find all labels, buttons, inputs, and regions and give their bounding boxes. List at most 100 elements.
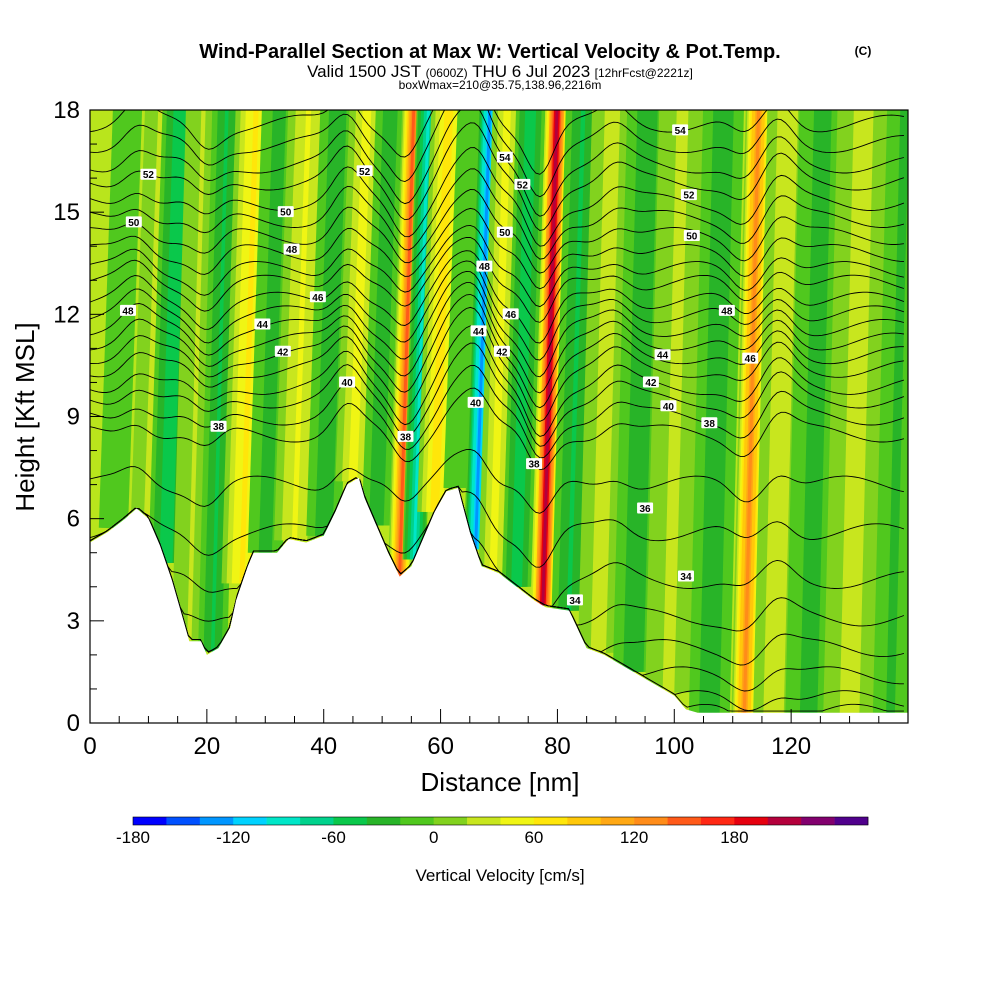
contour-label-box <box>470 325 487 337</box>
colorbar-swatch <box>767 817 802 825</box>
contour-label-text: 52 <box>683 191 695 202</box>
colorbar-swatch <box>366 817 401 825</box>
theta-contour-line <box>90 293 904 409</box>
colorbar-title: Vertical Velocity [cm/s] <box>415 866 584 885</box>
contour-label-box <box>254 318 271 330</box>
plot-area: 52 50 48 38 44 42 50 48 46 40 52 38 54 52 50 48 46 44 42 40… <box>90 110 908 723</box>
colorbar: -180 -120 -60 0 60 120 180 <box>116 816 869 847</box>
contour-label-box <box>339 376 356 388</box>
y-tick-label: 0 <box>67 710 80 737</box>
contour-label-text: 52 <box>143 170 155 181</box>
colorbar-swatch <box>433 817 468 825</box>
theta-contour-line <box>90 477 905 568</box>
vertical-velocity-band <box>805 110 826 713</box>
contour-label-text: 38 <box>213 422 225 433</box>
subtitle-forecast-info: [12hrFcst@2221z] <box>595 66 693 80</box>
contour-label-text: 48 <box>286 245 298 256</box>
theta-contour-line <box>90 207 904 290</box>
contour-label-text: 52 <box>359 167 371 178</box>
contour-label: 38 <box>701 417 718 430</box>
x-tick-label: 0 <box>83 733 96 760</box>
contour-label-box <box>502 308 519 320</box>
vertical-velocity-band <box>187 110 206 642</box>
contour-label-text: 54 <box>499 153 511 164</box>
contour-label-box <box>496 151 513 163</box>
contour-label-text: 34 <box>680 572 692 583</box>
x-tick-label: 80 <box>544 733 571 760</box>
theta-contour-line <box>90 260 905 361</box>
vertical-velocity-band <box>888 110 907 713</box>
vertical-velocity-band <box>630 110 651 672</box>
contour-label-box <box>274 345 291 357</box>
contour-label-box <box>467 396 484 408</box>
x-axis-title: Distance [nm] <box>421 767 580 797</box>
contour-label-box <box>683 230 700 242</box>
x-tick-label: 20 <box>194 733 221 760</box>
contour-label-box <box>654 349 671 361</box>
vertical-velocity-band <box>771 110 791 713</box>
subtitle-utc-time: (0600Z) <box>426 66 468 80</box>
x-tick-label: 120 <box>771 733 811 760</box>
colorbar-tick-label: -180 <box>116 828 150 847</box>
contour-label-text: 44 <box>473 327 485 338</box>
contour-label-text: 34 <box>569 596 581 607</box>
contour-label-box <box>637 502 654 514</box>
contour-label-box <box>119 304 136 316</box>
colorbar-swatch <box>734 817 769 825</box>
vertical-velocity-band <box>111 110 130 528</box>
vertical-velocity-cell <box>478 110 522 571</box>
x-tick-label: 60 <box>427 733 454 760</box>
contour-label-text: 38 <box>400 432 412 443</box>
theta-contour-line <box>90 342 905 447</box>
contour-label-text: 50 <box>128 218 140 229</box>
y-tick-label: 6 <box>67 506 80 533</box>
contour-label-text: 42 <box>496 347 508 358</box>
contour-label: 50 <box>496 226 513 239</box>
contour-label-box <box>493 345 510 357</box>
theta-contour-line <box>90 110 904 198</box>
contour-label-box <box>701 417 718 429</box>
vertical-velocity-cell <box>171 110 222 642</box>
vertical-velocity-band <box>321 110 340 536</box>
chart-subtitle: Valid 1500 JST (0600Z) THU 6 Jul 2023 [1… <box>307 62 693 81</box>
y-tick-label: 18 <box>53 97 80 124</box>
contour-label-text: 46 <box>505 310 517 321</box>
theta-contour-line <box>90 325 905 437</box>
contour-label-box <box>309 291 326 303</box>
colorbar-swatch <box>801 817 835 825</box>
contour-label: 42 <box>274 345 291 358</box>
contour-label-box <box>514 178 531 190</box>
contour-label-box <box>680 189 697 201</box>
contour-label: 52 <box>356 165 373 178</box>
contour-label: 34 <box>566 594 583 607</box>
contour-label: 52 <box>514 178 531 191</box>
contour-label-text: 50 <box>686 232 698 243</box>
contour-label-box <box>677 570 694 582</box>
contour-label-text: 52 <box>517 180 529 191</box>
vertical-velocity-cell <box>872 110 908 713</box>
y-tick-label: 12 <box>53 301 80 328</box>
contour-label-text: 46 <box>745 354 757 365</box>
theta-contour-line <box>90 147 905 247</box>
vertical-velocity-band <box>398 110 416 577</box>
contour-label-box <box>566 594 583 606</box>
y-axis-title: Height [Kft MSL] <box>10 322 40 511</box>
contour-label: 42 <box>642 376 659 389</box>
contour-label-box <box>496 226 513 238</box>
contour-label-text: 42 <box>277 347 289 358</box>
contour-label-text: 50 <box>280 208 292 219</box>
vertical-velocity-band <box>846 110 868 713</box>
contour-label: 48 <box>718 304 735 317</box>
theta-contour-line <box>90 224 904 308</box>
contour-label-box <box>476 260 493 272</box>
colorbar-tick-label: 180 <box>720 828 748 847</box>
contour-label-box <box>526 458 543 470</box>
contour-label-text: 38 <box>528 460 540 471</box>
contour-label-box <box>642 376 659 388</box>
subtitle-valid-time: Valid 1500 JST <box>307 62 421 81</box>
contour-label: 44 <box>254 318 271 331</box>
contour-label-text: 54 <box>675 126 687 137</box>
contour-label: 34 <box>677 570 694 583</box>
vertical-velocity-field <box>98 110 908 713</box>
